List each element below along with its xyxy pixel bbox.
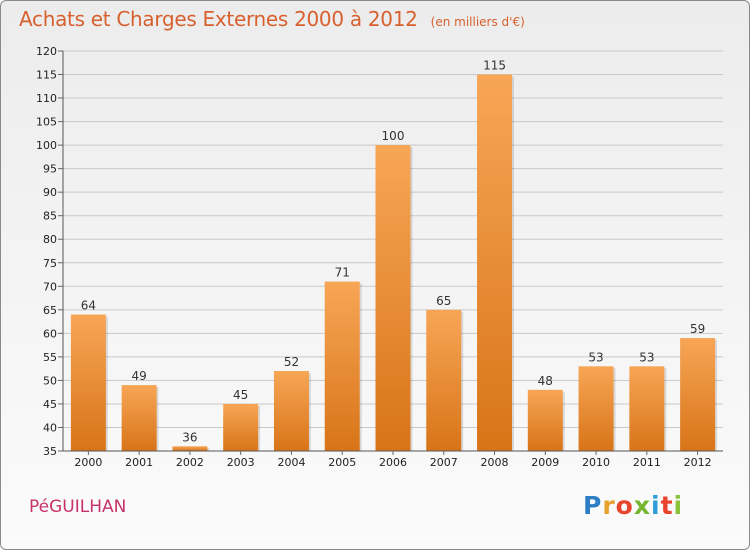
y-tick-label: 120: [36, 45, 57, 58]
bar-2005: [324, 281, 360, 451]
chart-title: Achats et Charges Externes 2000 à 2012: [19, 7, 418, 31]
logo-letter: t: [660, 491, 674, 520]
y-tick-label: 115: [36, 69, 57, 82]
y-tick-label: 40: [43, 421, 57, 434]
logo-letter: x: [633, 491, 651, 520]
bar-2003: [223, 403, 259, 451]
data-label: 115: [483, 59, 506, 73]
bar-2002: [172, 446, 208, 451]
x-tick-label: 2009: [531, 456, 559, 469]
x-tick-label: 2001: [125, 456, 153, 469]
x-tick-label: 2010: [582, 456, 610, 469]
logo-letter: o: [615, 491, 634, 520]
x-tick-label: 2004: [277, 456, 305, 469]
bar-2001: [121, 385, 157, 451]
x-tick-label: 2011: [633, 456, 661, 469]
bars: [70, 74, 718, 451]
town-name: PéGUILHAN: [29, 497, 127, 517]
logo-letter: P: [583, 491, 603, 520]
x-tick-label: 2007: [430, 456, 458, 469]
y-tick-label: 85: [43, 210, 57, 223]
data-label: 36: [182, 430, 197, 444]
bar-2009: [527, 389, 563, 451]
y-tick-label: 70: [43, 280, 57, 293]
y-tick-label: 80: [43, 233, 57, 246]
data-label: 45: [233, 388, 248, 402]
y-tick-label: 50: [43, 374, 57, 387]
bar-2010: [578, 366, 614, 451]
data-labels: 64 49 36 45 52 71 100 65 115 48 53 53 59: [81, 59, 706, 445]
bar-2012: [680, 338, 716, 451]
axes: 35 40 45 50 55 60 65 70 75 80 85 90 95 100 105 110 115 12…: [36, 45, 723, 469]
bar-2007: [426, 309, 462, 451]
unit-label: (en milliers d'€): [430, 15, 525, 29]
y-tick-label: 35: [43, 445, 57, 458]
data-label: 49: [132, 369, 147, 383]
bar-2008: [477, 74, 513, 451]
data-label: 53: [639, 350, 654, 364]
data-label: 59: [690, 322, 705, 336]
bar-2006: [375, 145, 411, 451]
y-tick-label: 95: [43, 163, 57, 176]
proxiti-logo: Proxiti: [583, 491, 683, 520]
x-tick-label: 2002: [176, 456, 204, 469]
logo-letter: i: [673, 491, 684, 520]
bar-2004: [273, 371, 309, 451]
y-tick-label: 100: [36, 139, 57, 152]
logo-letter: i: [651, 491, 661, 520]
x-tick-label: 2008: [481, 456, 509, 469]
y-tick-label: 65: [43, 304, 57, 317]
data-label: 100: [382, 129, 405, 143]
x-tick-label: 2006: [379, 456, 407, 469]
y-tick-label: 75: [43, 257, 57, 270]
data-label: 64: [81, 299, 96, 313]
data-label: 65: [436, 294, 451, 308]
title-row: Achats et Charges Externes 2000 à 2012 (…: [19, 7, 525, 31]
y-tick-label: 60: [43, 327, 57, 340]
y-tick-label: 90: [43, 186, 57, 199]
x-tick-label: 2012: [684, 456, 712, 469]
bar-2000: [70, 314, 106, 451]
y-tick-label: 105: [36, 116, 57, 129]
data-label: 71: [335, 266, 350, 280]
y-tick-label: 110: [36, 92, 57, 105]
logo-letter: r: [602, 491, 616, 520]
y-tick-label: 55: [43, 351, 57, 364]
x-tick-label: 2000: [74, 456, 102, 469]
bar-2011: [629, 366, 665, 451]
x-tick-label: 2005: [328, 456, 356, 469]
data-label: 53: [588, 350, 603, 364]
y-tick-label: 45: [43, 398, 57, 411]
data-label: 48: [538, 374, 553, 388]
x-tick-label: 2003: [227, 456, 255, 469]
data-label: 52: [284, 355, 299, 369]
